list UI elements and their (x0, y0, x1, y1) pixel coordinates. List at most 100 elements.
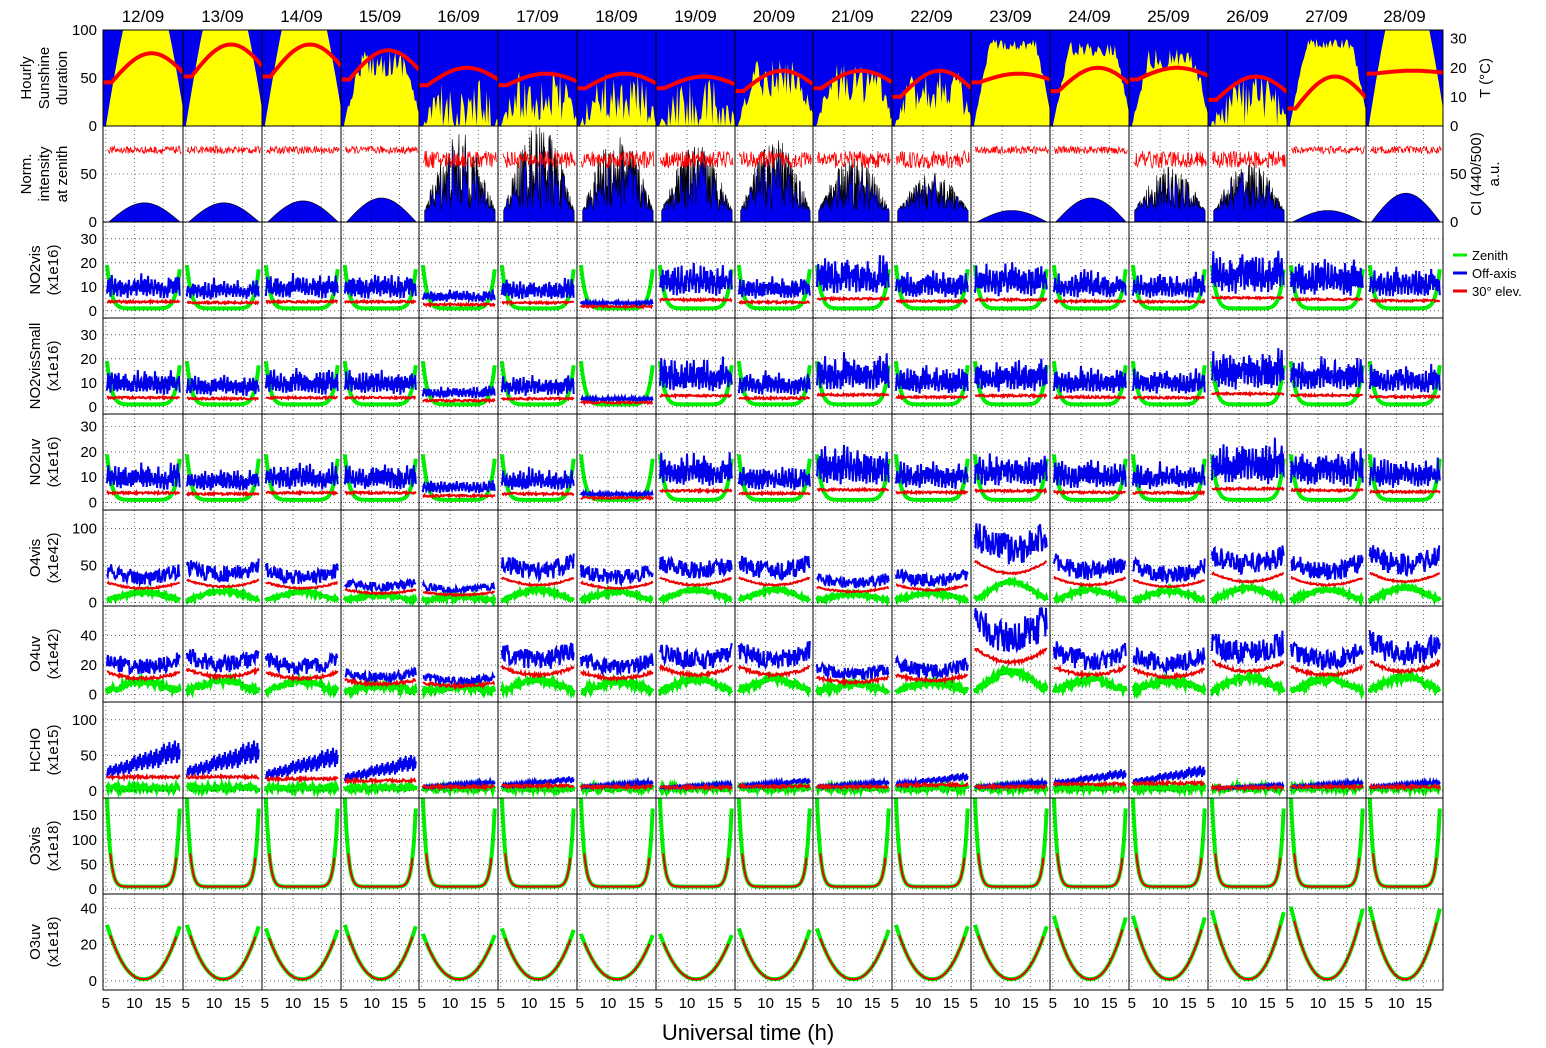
x-tick-label: 10 (1231, 995, 1248, 1012)
x-tick-label: 5 (734, 995, 742, 1012)
panel-r3-c3 (340, 317, 420, 415)
zenith-series (658, 454, 734, 502)
panel-r3-c11 (970, 317, 1051, 415)
elev30-series (583, 853, 651, 888)
y-tick-label: 150 (72, 807, 97, 824)
offaxis-series (421, 289, 496, 304)
zenith-series (1367, 580, 1442, 606)
day-label-27-09: 27/09 (1305, 7, 1348, 26)
panel-r0-c6 (576, 29, 657, 127)
panel-r6-c2 (261, 605, 342, 703)
ci-line (660, 150, 734, 169)
offaxis-series (264, 462, 339, 490)
day-label-25-09: 25/09 (1147, 7, 1190, 26)
elev30-series (185, 666, 260, 682)
elev30-series (583, 942, 651, 981)
elev30-series (268, 937, 336, 981)
panel-r7-c11 (970, 701, 1051, 799)
offaxis-series (816, 572, 890, 589)
elev30-series (265, 580, 338, 591)
offaxis-series (1211, 250, 1285, 294)
zenith-series (1131, 361, 1207, 407)
panel-r8-c8 (734, 797, 814, 895)
day-label-14-09: 14/09 (280, 7, 323, 26)
panel-r3-c16 (1365, 317, 1444, 415)
panel-r9-c2 (261, 893, 342, 991)
panel-r4-c14 (1207, 413, 1288, 511)
sunshine-area (656, 79, 735, 126)
right-tick-label: 30 (1450, 31, 1467, 48)
zenith-series (420, 360, 497, 407)
panel-r5-c5 (497, 509, 578, 607)
elev30-series (106, 670, 181, 683)
right-tick-label: 0 (1450, 118, 1458, 135)
x-tick-label: 5 (182, 995, 190, 1012)
elev30-series (422, 492, 496, 500)
panel-r8-c5 (497, 797, 578, 895)
panel-r8-c14 (1207, 797, 1288, 895)
elev30-series (106, 489, 181, 497)
temperature-line (1129, 65, 1208, 82)
panel-r4-c6 (576, 413, 657, 511)
elev30-series (1290, 296, 1363, 303)
offaxis-series (816, 255, 890, 294)
zenith-series (1367, 360, 1442, 407)
panel-r6-c15 (1286, 605, 1367, 703)
y-tick-label: 0 (89, 303, 97, 320)
elev30-series (662, 853, 730, 888)
offaxis-series (1132, 368, 1206, 394)
zenith-series (185, 582, 261, 606)
panel-r4-c0 (102, 413, 184, 511)
panel-frame (655, 893, 736, 991)
zenith-series (658, 671, 734, 698)
y-tick-label: 0 (89, 594, 97, 611)
y-axis-label-row7: HCHO(x1e15) (27, 725, 62, 776)
zenith-series (342, 264, 418, 311)
elev30-series (662, 942, 730, 981)
offaxis-series (264, 273, 339, 299)
y-tick-label: 20 (80, 657, 97, 674)
panel-r8-c4 (418, 797, 499, 895)
panel-r7-c4 (418, 701, 499, 799)
sunshine-area (183, 30, 262, 126)
sky-fill (419, 30, 498, 126)
zenith-series (658, 798, 734, 889)
panel-r2-c9 (812, 221, 893, 319)
zenith-series (894, 798, 970, 889)
panel-frame (970, 125, 1051, 223)
zenith-series (185, 778, 261, 798)
panel-r9-c10 (891, 893, 972, 991)
panel-r0-c1 (182, 29, 263, 127)
panel-frame (576, 893, 657, 991)
x-tick-label: 15 (313, 995, 330, 1012)
legend-label-2: 30° elev. (1472, 284, 1522, 299)
panel-r2-c12 (1049, 221, 1130, 319)
panel-r6-c5 (497, 605, 578, 703)
panel-r5-c1 (182, 509, 263, 607)
x-tick-label: 15 (864, 995, 881, 1012)
elev30-series (1135, 927, 1203, 981)
offaxis-series (500, 467, 575, 490)
temperature-line (1366, 68, 1443, 76)
zenith-series (1131, 798, 1207, 889)
x-tick-label: 5 (970, 995, 978, 1012)
elev30-series (1132, 488, 1206, 497)
y-tick-label: 50 (80, 557, 97, 574)
offaxis-series (974, 262, 1048, 297)
elev30-series (738, 489, 811, 497)
elev30-series (422, 300, 496, 309)
intensity-area (1055, 197, 1127, 222)
panel-r6-c10 (891, 605, 972, 703)
panel-r9-c4 (418, 893, 499, 991)
offaxis-series (1290, 554, 1364, 581)
offaxis-series (421, 385, 496, 399)
panel-r3-c7 (655, 317, 736, 415)
x-tick-label: 5 (655, 995, 663, 1012)
y-tick-label: 100 (72, 520, 97, 537)
elev30-series (819, 937, 887, 981)
offaxis-series (1368, 457, 1441, 488)
elev30-series (1211, 782, 1285, 793)
panel-r4-c5 (497, 413, 578, 511)
panel-r7-c12 (1049, 701, 1130, 799)
intensity-area (346, 197, 417, 222)
